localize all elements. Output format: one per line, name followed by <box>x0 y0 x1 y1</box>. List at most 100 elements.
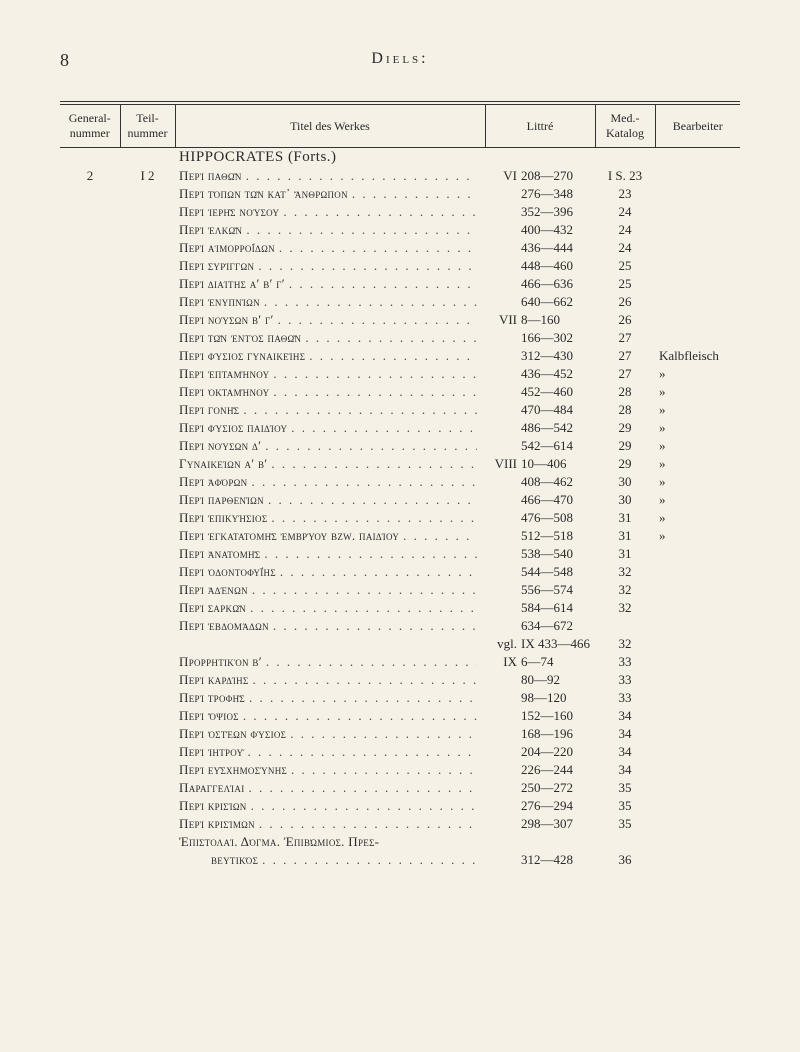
general-nummer-cell <box>60 599 120 617</box>
title-cell: Ἐπιστολαί. Δόγμα. Ἐπιβώμιος. Πρεσ- <box>175 833 485 851</box>
general-nummer-cell <box>60 401 120 419</box>
general-nummer-cell <box>60 761 120 779</box>
littre-cell: 352—396 <box>485 203 595 221</box>
entry-row: Περὶ ἰητροῦ. . . . . . . . . . . . . . .… <box>60 743 740 761</box>
general-nummer-cell <box>60 419 120 437</box>
leader-dots: . . . . . . . . . . . . . . . . . . . . … <box>403 528 477 544</box>
general-nummer-cell <box>60 239 120 257</box>
med-katalog-cell: 29 <box>595 419 655 437</box>
title-cell: Περὶ φύσιος γυναικείης. . . . . . . . . … <box>175 347 485 365</box>
leader-dots: . . . . . . . . . . . . . . . . . . . . … <box>264 294 477 310</box>
leader-dots: . . . . . . . . . . . . . . . . . . . . … <box>273 366 477 382</box>
littre-cell: 542—614 <box>485 437 595 455</box>
teil-nummer-cell <box>120 527 175 545</box>
littre-range: 470—484 <box>521 402 573 418</box>
bearbeiter-cell: » <box>655 491 740 509</box>
littre-cell: 98—120 <box>485 689 595 707</box>
title-cell: Περὶ παθῶν. . . . . . . . . . . . . . . … <box>175 167 485 185</box>
leader-dots: . . . . . . . . . . . . . . . . . . . . … <box>271 510 477 526</box>
teil-nummer-cell <box>120 563 175 581</box>
entry-title: Περὶ ὀκταμήνου <box>179 384 269 400</box>
general-nummer-cell <box>60 833 120 851</box>
littre-cell: 168—196 <box>485 725 595 743</box>
teil-nummer-cell <box>120 581 175 599</box>
bearbeiter-cell: » <box>655 419 740 437</box>
littre-range: 276—348 <box>521 186 573 202</box>
littre-range: 8—160 <box>521 312 560 328</box>
littre-cell: 204—220 <box>485 743 595 761</box>
title-cell: Περὶ ἀφόρων. . . . . . . . . . . . . . .… <box>175 473 485 491</box>
title-cell: Περὶ τροφῆς. . . . . . . . . . . . . . .… <box>175 689 485 707</box>
leader-dots: . . . . . . . . . . . . . . . . . . . . … <box>264 546 477 562</box>
entry-title: Ἐπιστολαί. Δόγμα. Ἐπιβώμιος. Πρεσ- <box>179 834 379 850</box>
entry-row: Προρρητικὸν β′. . . . . . . . . . . . . … <box>60 653 740 671</box>
teil-nummer-cell <box>120 761 175 779</box>
entry-title: Περὶ ἀνατομῆς <box>179 546 260 562</box>
med-katalog-cell: 23 <box>595 185 655 203</box>
entry-row: Περὶ αἱμορροΐδων. . . . . . . . . . . . … <box>60 239 740 257</box>
bearbeiter-cell: » <box>655 455 740 473</box>
leader-dots: . . . . . . . . . . . . . . . . . . . . … <box>262 852 477 868</box>
index-table: General- nummer Teil- nummer Titel des W… <box>60 105 740 869</box>
teil-nummer-cell <box>120 311 175 329</box>
general-nummer-cell <box>60 185 120 203</box>
title-cell: Περὶ ἰητροῦ. . . . . . . . . . . . . . .… <box>175 743 485 761</box>
littre-cell: 298—307 <box>485 815 595 833</box>
entry-title: Περὶ γονῆς <box>179 402 239 418</box>
entry-row: 2I 2Περὶ παθῶν. . . . . . . . . . . . . … <box>60 167 740 185</box>
med-katalog-cell: 24 <box>595 221 655 239</box>
bearbeiter-cell <box>655 725 740 743</box>
littre-cell: 470—484 <box>485 401 595 419</box>
col-bearbeiter: Bearbeiter <box>655 105 740 148</box>
entry-row: Περὶ παρθενίων. . . . . . . . . . . . . … <box>60 491 740 509</box>
general-nummer-cell <box>60 365 120 383</box>
littre-range: 452—460 <box>521 384 573 400</box>
entry-title: Περὶ εὐσχημοσύνης <box>179 762 287 778</box>
bearbeiter-cell <box>655 833 740 851</box>
littre-range: 168—196 <box>521 726 573 742</box>
title-cell: Περὶ ἑπταμήνου. . . . . . . . . . . . . … <box>175 365 485 383</box>
bearbeiter-cell <box>655 329 740 347</box>
teil-nummer-cell <box>120 509 175 527</box>
leader-dots: . . . . . . . . . . . . . . . . . . . . … <box>290 726 477 742</box>
title-cell: Περὶ κρισίμων. . . . . . . . . . . . . .… <box>175 815 485 833</box>
title-cell: Περὶ ἑβδομάδων. . . . . . . . . . . . . … <box>175 617 485 635</box>
bearbeiter-cell <box>655 203 740 221</box>
leader-dots: . . . . . . . . . . . . . . . . . . . . … <box>246 222 477 238</box>
med-katalog-cell: 28 <box>595 401 655 419</box>
page-header: 8 Diels: <box>60 50 740 71</box>
teil-nummer-cell <box>120 365 175 383</box>
med-katalog-cell: 25 <box>595 257 655 275</box>
leader-dots: . . . . . . . . . . . . . . . . . . . . … <box>250 600 477 616</box>
littre-range: 436—444 <box>521 240 573 256</box>
title-cell: Περὶ φύσιος παιδίου. . . . . . . . . . .… <box>175 419 485 437</box>
entry-row: Περὶ κρισίμων. . . . . . . . . . . . . .… <box>60 815 740 833</box>
section-row: HIPPOCRATES (Forts.) <box>60 148 740 168</box>
littre-cell: 466—470 <box>485 491 595 509</box>
littre-range: 476—508 <box>521 510 573 526</box>
general-nummer-cell <box>60 797 120 815</box>
entry-title: Περὶ νούσων δ′ <box>179 438 261 454</box>
entry-title: Περὶ διαίτης α′ β′ γ′ <box>179 276 285 292</box>
col-teil-nummer: Teil- nummer <box>120 105 175 148</box>
bearbeiter-cell <box>655 779 740 797</box>
bearbeiter-cell <box>655 707 740 725</box>
general-nummer-cell <box>60 221 120 239</box>
littre-cell: 640—662 <box>485 293 595 311</box>
littre-range: 312—430 <box>521 348 573 364</box>
entry-title: Περὶ ἱερῆς νούσου <box>179 204 279 220</box>
littre-cell: 544—548 <box>485 563 595 581</box>
littre-range: 152—160 <box>521 708 573 724</box>
teil-nummer-cell <box>120 725 175 743</box>
littre-cell: 276—294 <box>485 797 595 815</box>
title-cell: Περὶ νούσων β′ γ′. . . . . . . . . . . .… <box>175 311 485 329</box>
littre-volume: vgl. <box>489 636 521 652</box>
col-general-nummer: General- nummer <box>60 105 120 148</box>
general-nummer-cell <box>60 203 120 221</box>
title-cell: Περὶ νούσων δ′. . . . . . . . . . . . . … <box>175 437 485 455</box>
leader-dots: . . . . . . . . . . . . . . . . . . . . … <box>266 654 477 670</box>
entry-title: Περὶ τόπων τῶν κατ᾽ ἄνθρωπον <box>179 186 348 202</box>
col-med-katalog: Med.- Katalog <box>595 105 655 148</box>
title-cell: Προρρητικὸν β′. . . . . . . . . . . . . … <box>175 653 485 671</box>
entry-row: Περὶ τῶν ἐντὸς παθῶν. . . . . . . . . . … <box>60 329 740 347</box>
